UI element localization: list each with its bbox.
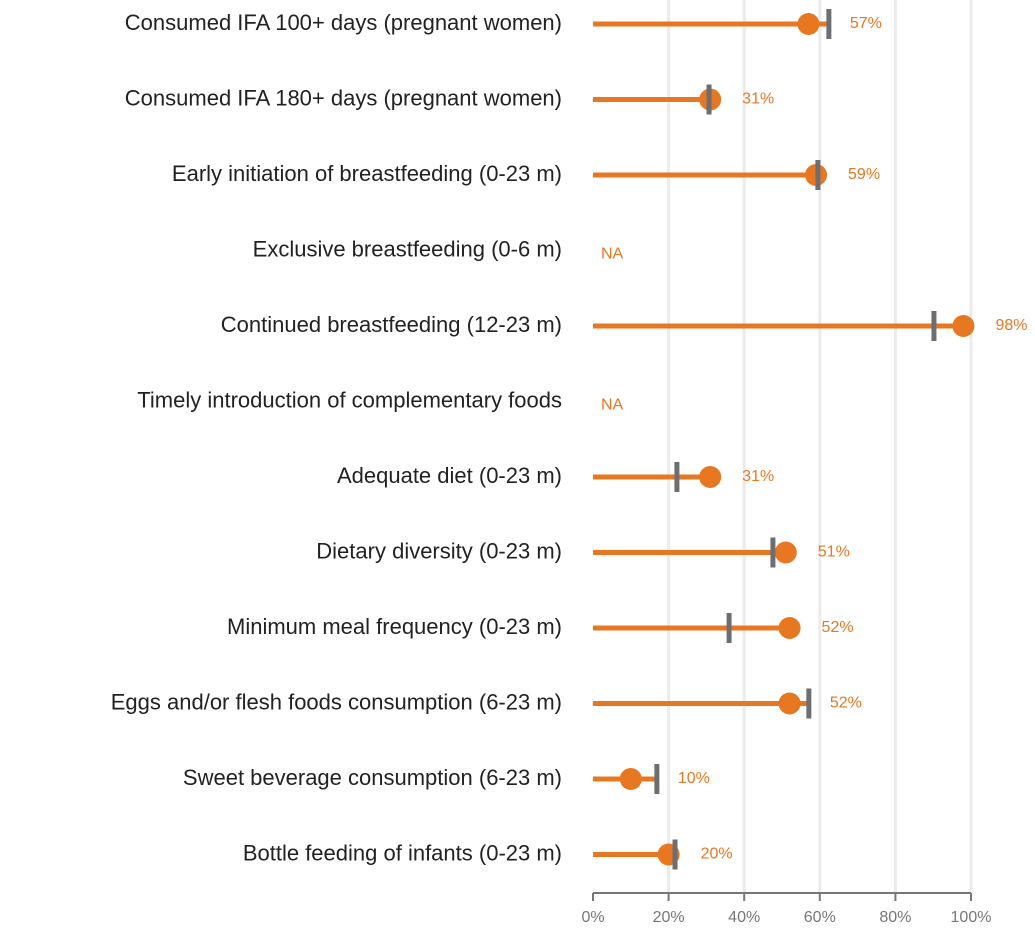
- dot: [778, 692, 801, 715]
- x-tick-label: 60%: [804, 909, 836, 926]
- x-tick-label: 40%: [728, 909, 760, 926]
- value-label: 59%: [848, 166, 880, 183]
- category-label: Adequate diet (0-23 m): [337, 463, 562, 488]
- category-label: Bottle feeding of infants (0-23 m): [243, 840, 562, 865]
- dot: [797, 13, 820, 35]
- x-tick-label: 80%: [879, 909, 911, 926]
- dot: [774, 541, 797, 564]
- x-tick-label: 100%: [951, 909, 992, 926]
- category-label: Early initiation of breastfeeding (0-23 …: [172, 161, 562, 186]
- value-label: 57%: [850, 15, 882, 32]
- category-label: Exclusive breastfeeding (0-6 m): [253, 236, 562, 261]
- x-tick-label: 20%: [653, 909, 685, 926]
- category-label: Dietary diversity (0-23 m): [316, 538, 562, 563]
- category-label: Eggs and/or flesh foods consumption (6-2…: [111, 689, 562, 714]
- value-label: 98%: [995, 317, 1027, 334]
- value-label: 51%: [818, 544, 850, 561]
- dot: [619, 768, 642, 790]
- value-label: NA: [601, 397, 624, 414]
- value-label: 31%: [742, 468, 774, 485]
- value-label: 10%: [678, 770, 710, 787]
- value-label: 52%: [830, 695, 862, 712]
- value-label: NA: [601, 246, 624, 263]
- value-label: 52%: [822, 619, 854, 636]
- dot: [778, 617, 801, 639]
- category-label: Consumed IFA 180+ days (pregnant women): [125, 85, 562, 110]
- value-label: 20%: [701, 846, 733, 863]
- value-label: 31%: [742, 91, 774, 108]
- x-tick-label: 0%: [581, 909, 604, 926]
- dot: [699, 466, 722, 488]
- category-label: Consumed IFA 100+ days (pregnant women): [125, 10, 562, 35]
- category-label: Continued breastfeeding (12-23 m): [221, 312, 562, 337]
- dot: [952, 315, 975, 337]
- category-label: Sweet beverage consumption (6-23 m): [183, 765, 562, 790]
- category-label: Minimum meal frequency (0-23 m): [227, 614, 562, 639]
- category-label: Timely introduction of complementary foo…: [137, 387, 562, 412]
